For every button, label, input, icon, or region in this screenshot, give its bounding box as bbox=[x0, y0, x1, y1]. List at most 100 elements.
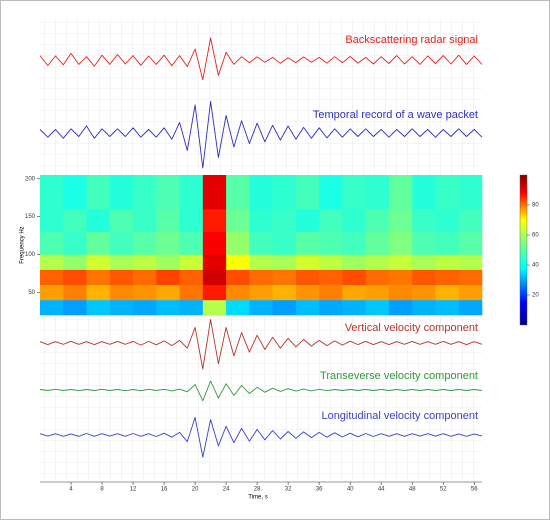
heatmap-cell bbox=[365, 254, 390, 270]
heatmap-cell bbox=[319, 254, 343, 270]
colorbar-tick-label: 60 bbox=[532, 233, 539, 239]
y-axis-label: Frequency Hz bbox=[20, 226, 26, 263]
heatmap-cell bbox=[319, 284, 343, 301]
heatmap-cell bbox=[226, 299, 250, 316]
heatmap-cell bbox=[435, 299, 460, 316]
heatmap-cell bbox=[388, 254, 413, 270]
waveform bbox=[39, 380, 483, 402]
heatmap-cell bbox=[40, 284, 64, 301]
heatmap-cell bbox=[319, 231, 343, 255]
x-tick-label: 32 bbox=[285, 487, 292, 493]
heatmap-cell bbox=[365, 231, 390, 255]
colorbar-tick-label: 40 bbox=[532, 263, 539, 269]
heatmap-cell bbox=[272, 299, 297, 316]
heatmap-cell bbox=[156, 175, 180, 210]
heatmap-cell bbox=[63, 175, 87, 210]
heatmap-cell bbox=[272, 254, 297, 270]
heatmap-cell bbox=[342, 254, 366, 270]
heatmap-cell bbox=[272, 209, 297, 233]
heatmap-cell bbox=[272, 231, 297, 255]
heatmap-cell bbox=[435, 231, 460, 255]
heatmap-cell bbox=[202, 269, 227, 286]
x-tick-label: 20 bbox=[192, 487, 199, 493]
heatmap-cell bbox=[272, 175, 297, 210]
heatmap-cell bbox=[179, 269, 204, 286]
heatmap-cell bbox=[319, 269, 343, 286]
heatmap-cell bbox=[365, 299, 390, 316]
heatmap-cell bbox=[458, 299, 483, 316]
heatmap-cell bbox=[249, 284, 273, 301]
heatmap-cell bbox=[249, 299, 273, 316]
trace-label: Vertical velocity component bbox=[345, 322, 478, 334]
heatmap-cell bbox=[365, 209, 390, 233]
heatmap-cell bbox=[109, 175, 134, 210]
heatmap-cell bbox=[388, 269, 413, 286]
heatmap-cell bbox=[272, 284, 297, 301]
heatmap-cell bbox=[179, 254, 204, 270]
heatmap-cell bbox=[249, 209, 273, 233]
heatmap-cell bbox=[342, 231, 366, 255]
heatmap-cell bbox=[226, 284, 250, 301]
heatmap-cell bbox=[388, 175, 413, 210]
x-tick-label: 56 bbox=[471, 487, 478, 493]
heatmap-cell bbox=[388, 209, 413, 233]
trace-label: Transeverse velocity component bbox=[320, 370, 478, 382]
heatmap-cell bbox=[133, 175, 157, 210]
heatmap-cell bbox=[435, 269, 460, 286]
waveform bbox=[39, 416, 483, 458]
heatmap-cell bbox=[295, 269, 320, 286]
heatmap-cell bbox=[179, 284, 204, 301]
heatmap-cell bbox=[388, 231, 413, 255]
heatmap-cell bbox=[179, 209, 204, 233]
heatmap-cell bbox=[133, 284, 157, 301]
heatmap-cell bbox=[458, 209, 483, 233]
heatmap-cell bbox=[319, 299, 343, 316]
heatmap-cell bbox=[412, 231, 436, 255]
heatmap-cell bbox=[202, 175, 227, 210]
heatmap-cell bbox=[342, 175, 366, 210]
heatmap-cell bbox=[109, 284, 134, 301]
heatmap-cell bbox=[435, 175, 460, 210]
heatmap-cell bbox=[295, 175, 320, 210]
y-tick-label: 150 bbox=[25, 214, 36, 220]
heatmap-cell bbox=[63, 209, 87, 233]
heatmap-cell bbox=[109, 299, 134, 316]
heatmap-cell bbox=[342, 284, 366, 301]
x-tick-label: 36 bbox=[316, 487, 323, 493]
x-tick-label: 52 bbox=[440, 487, 447, 493]
heatmap-cell bbox=[40, 175, 64, 210]
heatmap-cell bbox=[40, 209, 64, 233]
heatmap-cell bbox=[202, 299, 227, 316]
waveform bbox=[39, 319, 483, 370]
heatmap-cell bbox=[109, 231, 134, 255]
heatmap-cell bbox=[365, 269, 390, 286]
heatmap-cell bbox=[342, 209, 366, 233]
heatmap-cell bbox=[40, 254, 64, 270]
heatmap-cell bbox=[63, 254, 87, 270]
x-tick-label: 44 bbox=[378, 487, 385, 493]
heatmap-cell bbox=[249, 254, 273, 270]
heatmap-cell bbox=[202, 284, 227, 301]
heatmap-cell bbox=[412, 175, 436, 210]
heatmap-cell bbox=[40, 269, 64, 286]
heatmap-cell bbox=[156, 269, 180, 286]
x-tick-label: 48 bbox=[409, 487, 416, 493]
heatmap-cell bbox=[109, 209, 134, 233]
heatmap-cell bbox=[458, 254, 483, 270]
heatmap-cell bbox=[226, 175, 250, 210]
heatmap-cell bbox=[179, 175, 204, 210]
heatmap-cell bbox=[319, 175, 343, 210]
heatmap-cell bbox=[86, 269, 111, 286]
heatmap-cell bbox=[435, 209, 460, 233]
heatmap-cell bbox=[86, 254, 111, 270]
heatmap-cell bbox=[458, 269, 483, 286]
heatmap-cell bbox=[179, 299, 204, 316]
heatmap-cell bbox=[319, 209, 343, 233]
heatmap-cell bbox=[249, 175, 273, 210]
heatmap-cell bbox=[365, 284, 390, 301]
heatmap-cell bbox=[295, 231, 320, 255]
heatmap-cell bbox=[458, 284, 483, 301]
heatmap-cell bbox=[86, 299, 111, 316]
heatmap-cell bbox=[133, 299, 157, 316]
heatmap-cell bbox=[40, 299, 64, 316]
